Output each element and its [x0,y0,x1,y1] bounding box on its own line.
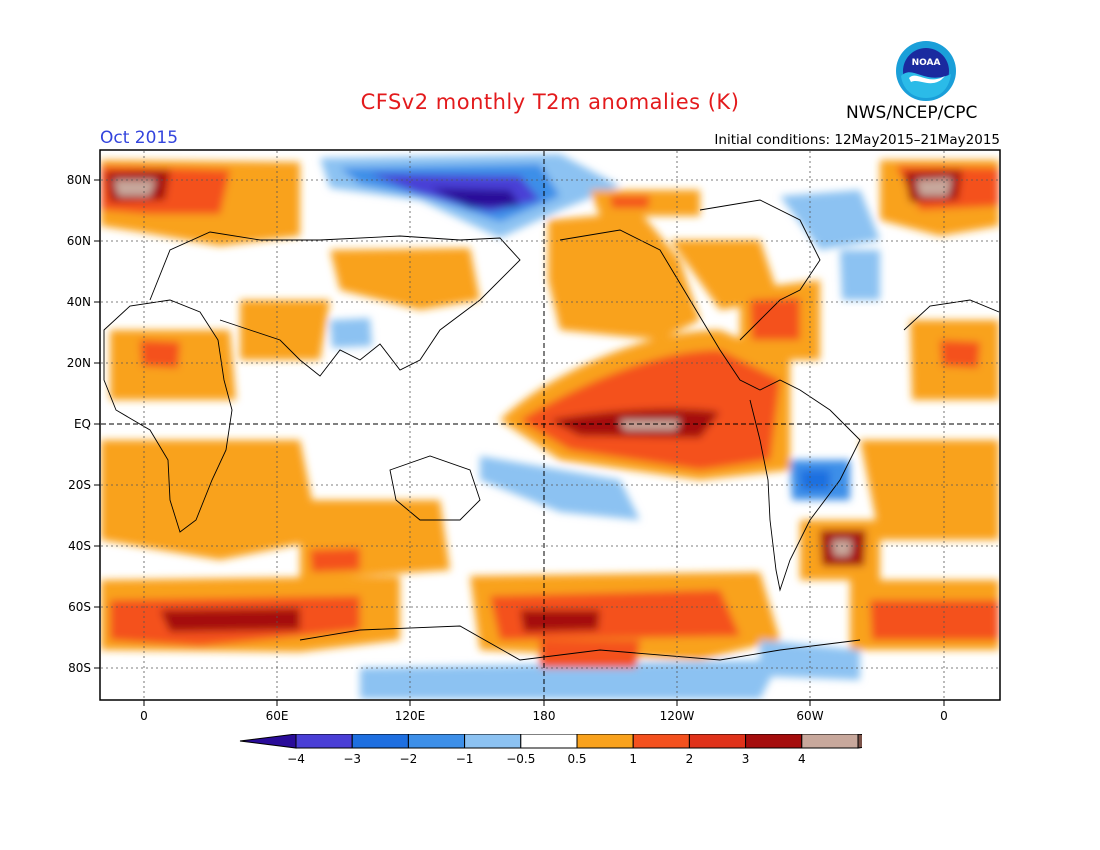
lat-label: 80N [67,173,91,187]
colorbar-under-triangle [239,734,297,749]
coastlines [103,199,999,661]
colorbar-label: −0.5 [506,752,535,766]
colorbar-segment [295,734,353,749]
lon-labels: 0 60E 120E 180 120W 60W 0 [140,709,948,723]
lat-label: 20N [67,356,91,370]
colorbar-label: −1 [456,752,474,766]
colorbar-label: −4 [287,752,305,766]
lon-label: 60W [796,709,823,723]
lat-label: EQ [74,417,91,431]
colorbar-label: −3 [343,752,361,766]
lat-label: 60S [68,600,91,614]
lon-label: 60E [266,709,289,723]
valid-month-label: Oct 2015 [100,128,179,148]
colorbar-segment [688,734,747,749]
colorbar-over-triangle [857,734,862,749]
equator-dateline [101,151,999,699]
colorbar-label: −2 [400,752,418,766]
lat-label: 80S [68,661,91,675]
lat-labels: 80N 60N 40N 20N EQ 20S 40S 60S 80S [67,173,91,675]
map-title: CFSv2 monthly T2m anomalies (K) [360,90,740,114]
colorbar-legend: −4 −3 −2 −1 −0.5 0.5 1 2 3 4 [239,734,862,766]
colorbar-segment [407,734,466,749]
lon-label: 0 [940,709,948,723]
lat-label: 60N [67,234,91,248]
lon-label: 180 [533,709,556,723]
colorbar-label: 1 [629,752,637,766]
colorbar-segment [801,734,859,749]
lat-label: 40N [67,295,91,309]
logo-text: NOAA [912,58,941,68]
colorbar-label: 2 [686,752,694,766]
ticks [94,179,945,706]
colorbar-label: 0.5 [567,752,586,766]
colorbar-label: 4 [798,752,806,766]
initial-conditions-label: Initial conditions: 12May2015–21May2015 [714,132,1000,148]
organization-label: NWS/NCEP/CPC [846,103,978,123]
anomaly-map: 80N 60N 40N 20N EQ 20S 40S 60S 80S 0 60E… [67,149,1001,723]
colorbar-segment [576,734,634,749]
anomaly-field [101,151,999,699]
colorbar-label: 3 [742,752,750,766]
colorbar-segment [632,734,690,749]
colorbar-segment [520,734,578,749]
lon-label: 0 [140,709,148,723]
colorbar-segment [464,734,522,749]
lat-label: 20S [68,478,91,492]
graticule [101,151,999,699]
lon-label: 120E [395,709,426,723]
noaa-logo-icon: NOAA [896,41,956,101]
lon-label: 120W [660,709,695,723]
lat-label: 40S [68,539,91,553]
colorbar-segment [351,734,409,749]
colorbar-segment [745,734,803,749]
map-frame [99,149,1001,701]
